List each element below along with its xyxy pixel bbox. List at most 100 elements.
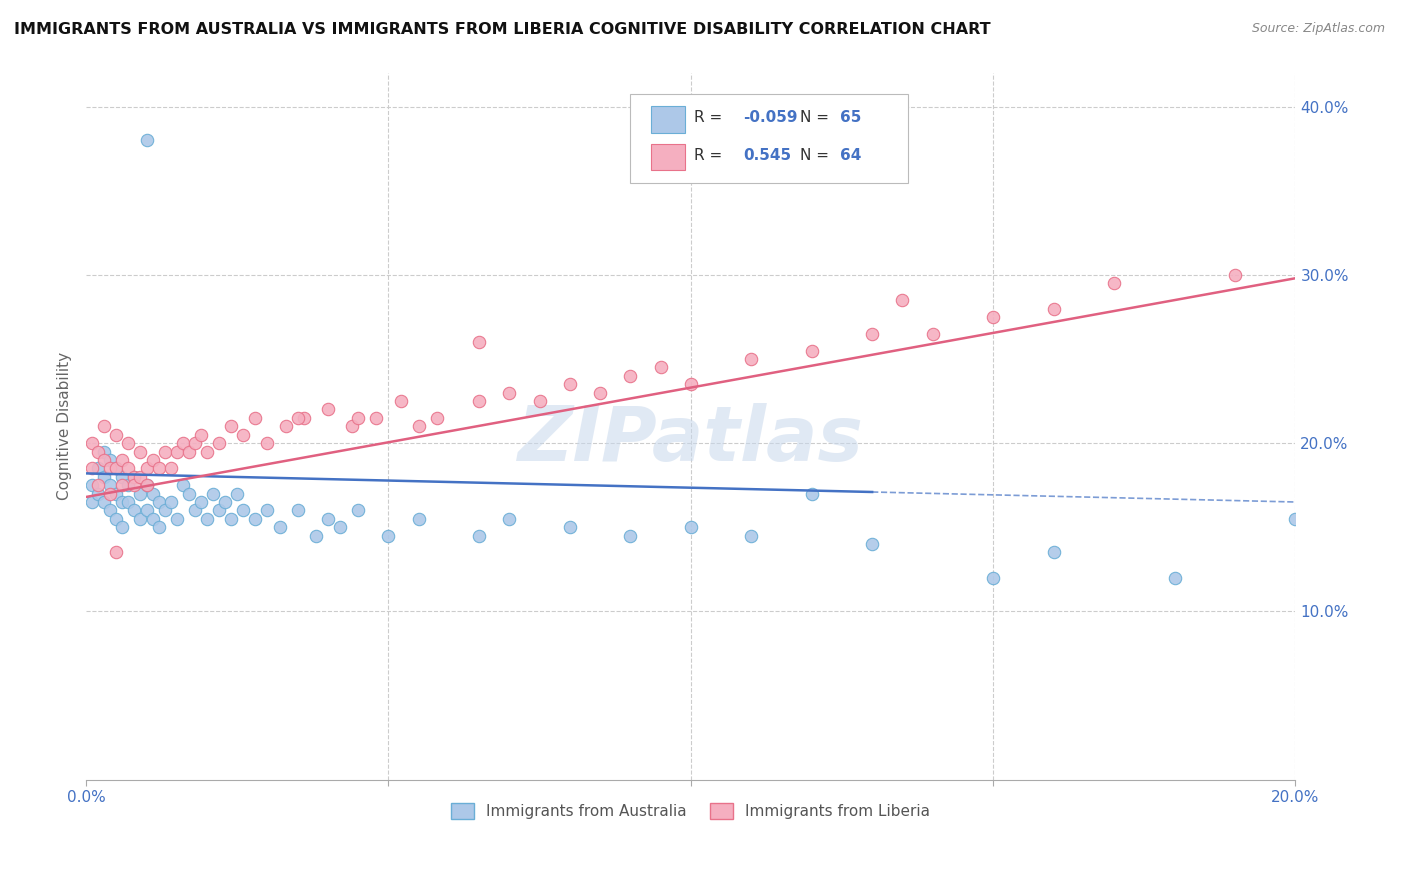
Point [232, 427, 254, 442]
Point [981, 310, 1004, 324]
Text: 64: 64 [839, 148, 860, 163]
Point [82, 495, 104, 509]
Point [1042, 545, 1064, 559]
Point [377, 529, 399, 543]
Point [142, 512, 165, 526]
Point [166, 444, 188, 458]
Legend: Immigrants from Australia, Immigrants from Liberia: Immigrants from Australia, Immigrants fr… [446, 797, 936, 825]
Text: R =: R = [695, 110, 727, 125]
Point [498, 385, 520, 400]
Point [117, 461, 139, 475]
Point [347, 410, 370, 425]
Point [245, 512, 267, 526]
Point [98, 486, 121, 500]
Point [1102, 277, 1125, 291]
Point [619, 368, 641, 383]
Point [82, 436, 104, 450]
Point [111, 495, 134, 509]
Point [142, 486, 165, 500]
Point [208, 503, 231, 517]
Point [195, 444, 218, 458]
Point [111, 520, 134, 534]
Y-axis label: Cognitive Disability: Cognitive Disability [58, 352, 72, 500]
Point [232, 503, 254, 517]
Point [93, 495, 115, 509]
Point [129, 444, 152, 458]
Point [219, 512, 242, 526]
Point [124, 469, 146, 483]
Point [135, 461, 157, 475]
Text: 65: 65 [839, 110, 860, 125]
Point [1042, 301, 1064, 316]
Point [891, 293, 914, 307]
Point [111, 478, 134, 492]
Point [468, 394, 491, 409]
Point [129, 512, 152, 526]
Point [82, 478, 104, 492]
Point [129, 469, 152, 483]
Point [153, 503, 176, 517]
Point [287, 410, 309, 425]
Point [219, 419, 242, 434]
Point [105, 512, 128, 526]
Point [111, 469, 134, 483]
Point [105, 545, 128, 559]
Point [245, 410, 267, 425]
Point [529, 394, 551, 409]
Point [800, 343, 823, 358]
Point [340, 419, 363, 434]
Point [135, 478, 157, 492]
Point [408, 512, 430, 526]
Point [408, 419, 430, 434]
Point [650, 360, 672, 375]
Point [111, 453, 134, 467]
Point [860, 537, 883, 551]
Point [87, 478, 110, 492]
Point [177, 486, 200, 500]
Point [468, 529, 491, 543]
Point [389, 394, 412, 409]
Point [172, 478, 194, 492]
Point [981, 571, 1004, 585]
Point [159, 495, 181, 509]
Text: N =: N = [800, 148, 834, 163]
Text: -0.059: -0.059 [742, 110, 797, 125]
Point [921, 326, 943, 341]
Point [256, 436, 278, 450]
Point [679, 377, 702, 392]
Point [426, 410, 449, 425]
Point [347, 503, 370, 517]
Text: IMMIGRANTS FROM AUSTRALIA VS IMMIGRANTS FROM LIBERIA COGNITIVE DISABILITY CORREL: IMMIGRANTS FROM AUSTRALIA VS IMMIGRANTS … [14, 22, 991, 37]
Bar [651, 144, 685, 170]
Point [148, 461, 170, 475]
Point [135, 478, 157, 492]
Point [329, 520, 352, 534]
Point [93, 419, 115, 434]
Point [1163, 571, 1185, 585]
Point [589, 385, 612, 400]
Point [558, 520, 581, 534]
Point [93, 453, 115, 467]
Point [105, 486, 128, 500]
Point [195, 512, 218, 526]
Point [98, 478, 121, 492]
Point [214, 495, 236, 509]
Point [153, 444, 176, 458]
Point [190, 495, 212, 509]
Point [87, 444, 110, 458]
Point [148, 495, 170, 509]
Point [1284, 512, 1306, 526]
Point [124, 503, 146, 517]
FancyBboxPatch shape [630, 95, 908, 183]
Point [142, 453, 165, 467]
Point [87, 461, 110, 475]
Point [292, 410, 315, 425]
Text: 0.545: 0.545 [742, 148, 792, 163]
Point [740, 529, 762, 543]
Text: Source: ZipAtlas.com: Source: ZipAtlas.com [1251, 22, 1385, 36]
Point [129, 486, 152, 500]
Point [184, 436, 207, 450]
Point [860, 326, 883, 341]
Point [316, 512, 339, 526]
Point [98, 503, 121, 517]
